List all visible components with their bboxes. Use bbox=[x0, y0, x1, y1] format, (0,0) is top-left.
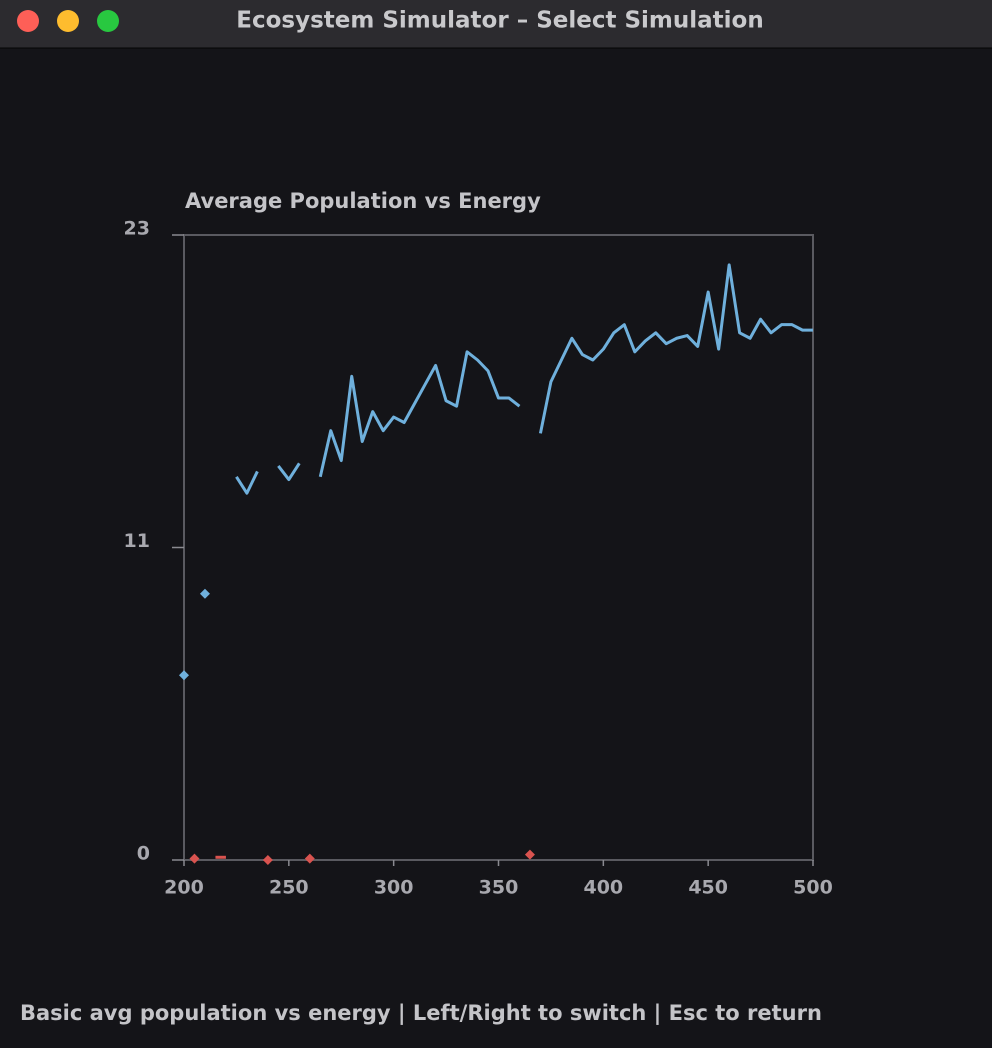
y-tick-label: 11 bbox=[124, 530, 150, 552]
series-line bbox=[318, 350, 521, 478]
zoom-button[interactable] bbox=[97, 10, 119, 32]
point-marker bbox=[262, 855, 273, 865]
y-tick-label: 23 bbox=[124, 218, 150, 240]
window-title: Ecosystem Simulator – Select Simulation bbox=[236, 8, 763, 34]
x-tick-label: 250 bbox=[269, 877, 309, 899]
series-line bbox=[277, 462, 301, 482]
point-marker bbox=[304, 853, 315, 864]
x-tick-label: 500 bbox=[793, 877, 833, 899]
point-marker bbox=[524, 849, 535, 860]
point-marker bbox=[189, 853, 200, 864]
point-marker bbox=[179, 670, 189, 681]
series-line bbox=[235, 470, 259, 495]
close-button[interactable] bbox=[17, 10, 39, 32]
point-marker bbox=[199, 588, 210, 599]
x-tick-label: 200 bbox=[164, 877, 204, 899]
x-tick-label: 400 bbox=[583, 877, 623, 899]
footer-help: Basic avg population vs energy | Left/Ri… bbox=[20, 1001, 822, 1026]
x-tick-label: 450 bbox=[688, 877, 728, 899]
title-bar bbox=[0, 0, 992, 48]
chart-title: Average Population vs Energy bbox=[185, 189, 541, 213]
x-tick-label: 350 bbox=[479, 877, 519, 899]
x-tick-label: 300 bbox=[374, 877, 414, 899]
minimize-button[interactable] bbox=[57, 10, 79, 32]
y-tick-label: 0 bbox=[137, 843, 150, 865]
series-line bbox=[538, 263, 813, 434]
